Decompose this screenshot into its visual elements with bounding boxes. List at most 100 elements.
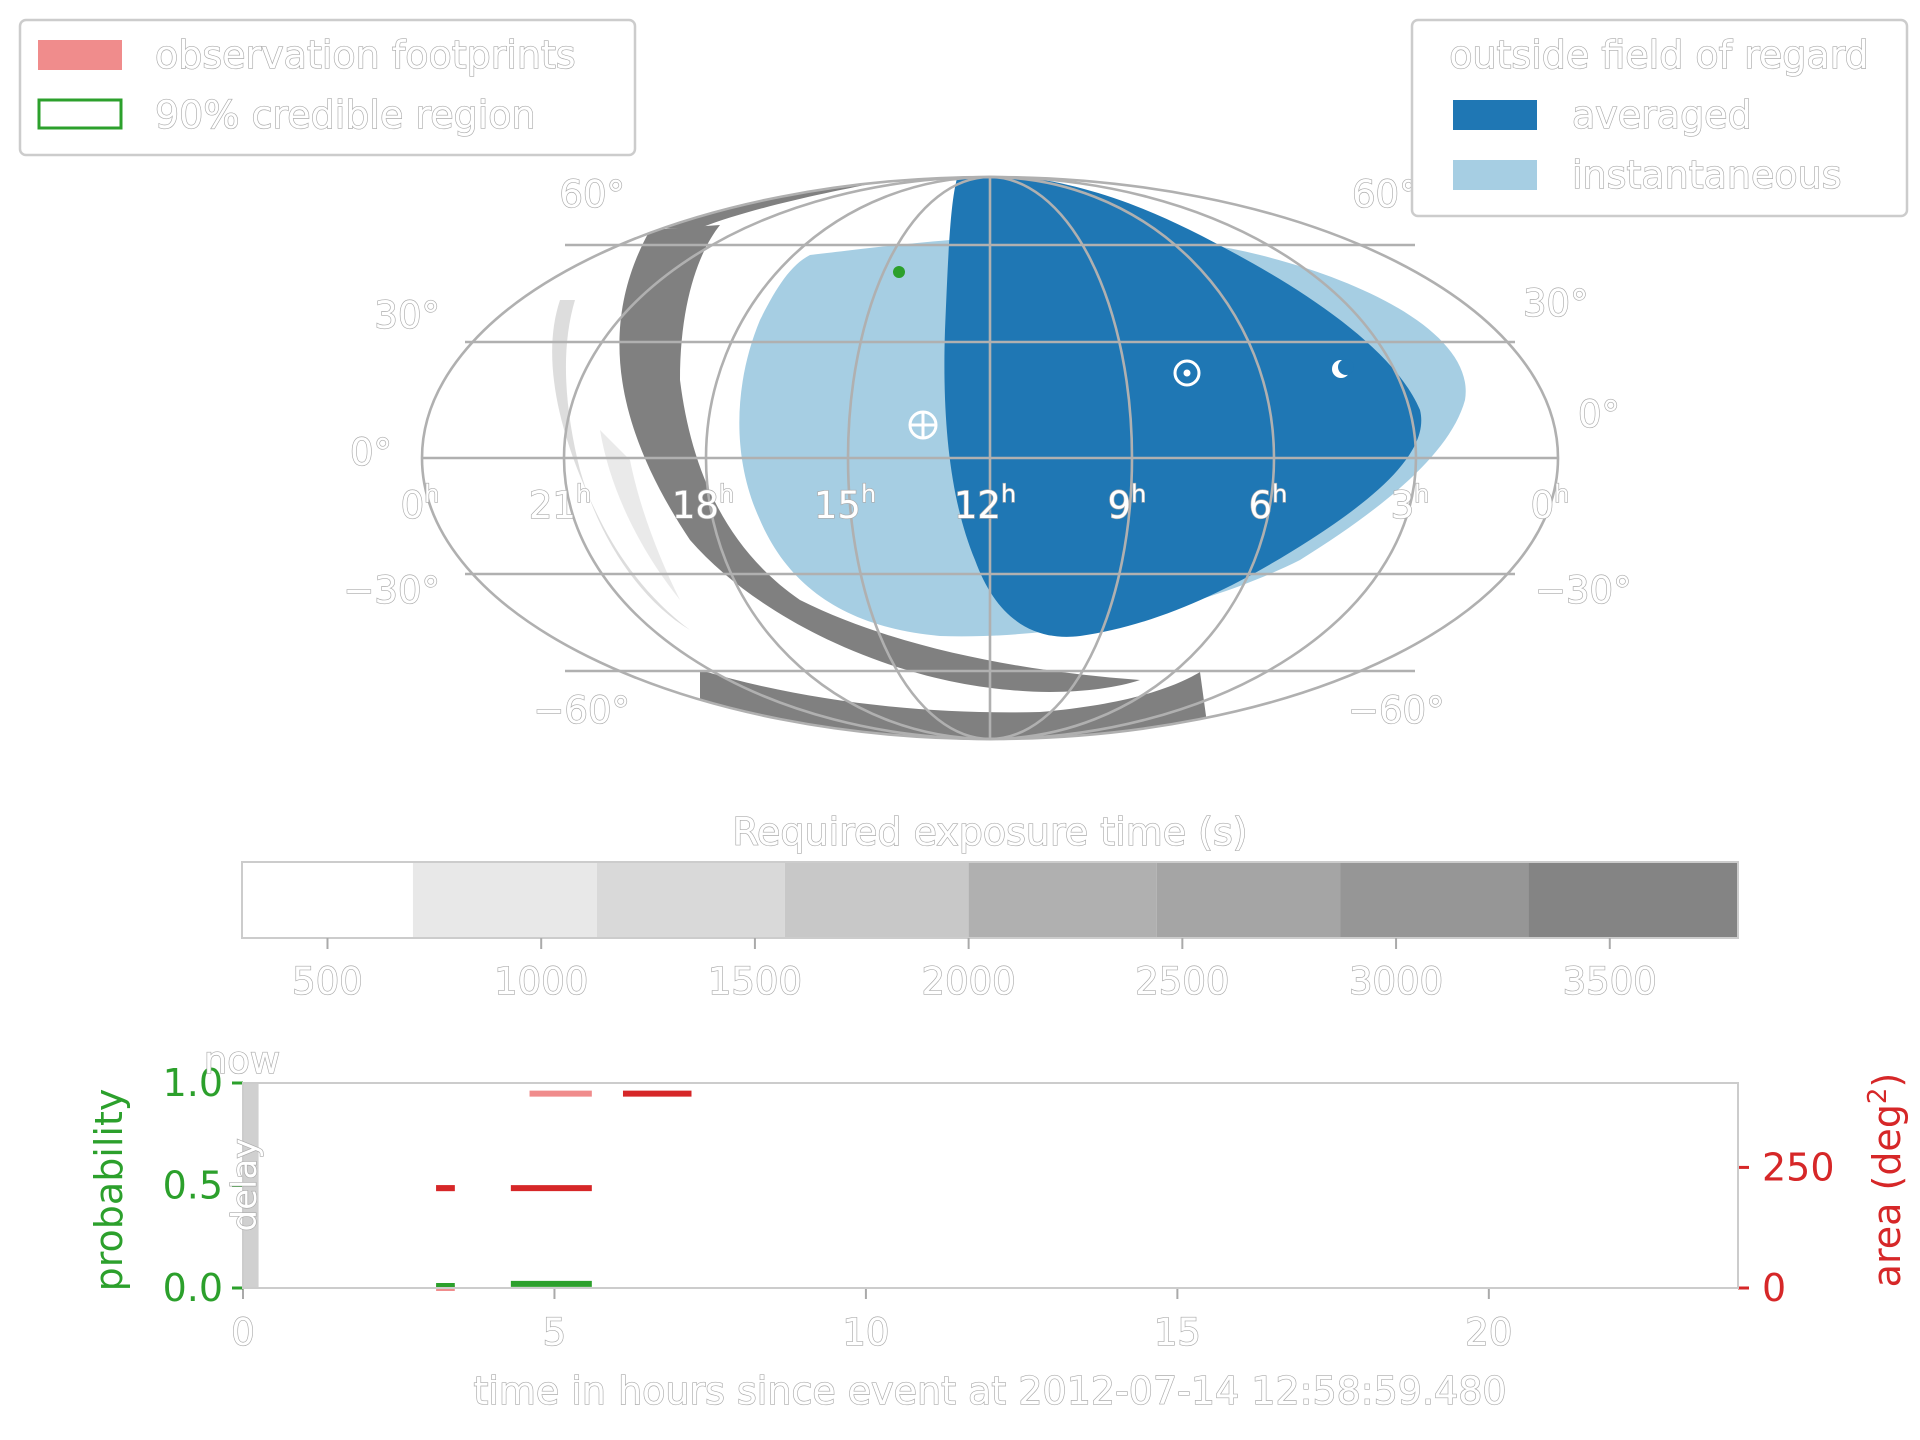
svg-text:21h: 21h: [529, 480, 591, 527]
dec-tick-label: 30°: [1523, 282, 1589, 325]
colorbar-bin: [1528, 862, 1738, 938]
dec-tick-labels: 60° 60° 30° 30° 0° 0° −30° −30° −60° −60…: [343, 172, 1632, 732]
timeline: 0 5 10 15 20 0.0 0.5 1.0 0 250 now delay probabil…: [87, 1038, 1909, 1413]
ra-tick-sup: h: [576, 480, 591, 508]
dec-tick-label: 30°: [374, 294, 440, 337]
delay-label: delay: [225, 1139, 265, 1232]
dec-tick-label: 0°: [350, 431, 392, 474]
svg-text:18h: 18h: [672, 480, 734, 527]
colorbar-tick-label: 2000: [922, 960, 1016, 1003]
area-tick-label: 250: [1762, 1145, 1835, 1189]
dec-tick-label: −60°: [1348, 689, 1445, 732]
ra-tick-sup: h: [1272, 480, 1287, 508]
ra-tick-labels: 0h 21h 18h 15h 12h 9h 6h 3h 0h: [400, 479, 1570, 527]
colorbar-tick-label: 2500: [1135, 960, 1229, 1003]
area-axis-label: area (deg2): [1863, 1073, 1909, 1288]
dec-tick-label: 60°: [559, 173, 625, 216]
exposure-speckle-west-2: [600, 430, 680, 600]
legend-swatch-instantaneous: [1453, 160, 1537, 190]
graticule: [420, 175, 1560, 741]
ra-tick-sup: h: [424, 480, 439, 508]
probability-tick-label: 1.0: [163, 1061, 223, 1105]
ra-tick-label: 6: [1249, 484, 1273, 527]
probability-tick-label: 0.0: [163, 1266, 223, 1310]
legend-right: outside field of regard averaged instant…: [1410, 18, 1909, 218]
exposure-speckle-west: [552, 300, 690, 630]
ra-tick-label: 3: [1391, 484, 1415, 527]
legend-swatch-credible: [37, 98, 123, 130]
colorbar-title: Required exposure time (s): [732, 810, 1247, 854]
area-tick-label: 0: [1762, 1266, 1786, 1310]
svg-text:3h: 3h: [1391, 480, 1430, 527]
ra-tick-sup: h: [719, 480, 734, 508]
colorbar-bin: [412, 862, 597, 938]
colorbar-bin: [242, 862, 413, 938]
svg-text:12h: 12h: [954, 480, 1016, 527]
ra-tick-label: 12: [954, 484, 1001, 527]
ra-tick-label: 21: [529, 484, 576, 527]
area-axis-label-sup: 2: [1863, 1088, 1893, 1105]
dec-tick-label: 60°: [1352, 173, 1418, 216]
colorbar-tick-label: 3000: [1349, 960, 1443, 1003]
x-tick-label: 5: [543, 1311, 567, 1354]
colorbar-tick-label: 3500: [1563, 960, 1657, 1003]
legend-left: observation footprints 90% credible regi…: [18, 18, 637, 157]
ra-tick-sup: h: [861, 480, 876, 508]
colorbar-bin: [1340, 862, 1529, 938]
timeline-frame: [242, 1082, 1739, 1289]
svg-text:9h: 9h: [1108, 480, 1147, 527]
legend-label-averaged: averaged: [1572, 93, 1752, 137]
dec-tick-label: 0°: [1578, 393, 1620, 436]
colorbar-bin: [968, 862, 1157, 938]
legend-swatch-averaged: [1453, 100, 1537, 130]
colorbar-ticks: 500 1000 1500 2000 2500 3000 3500: [292, 938, 1658, 1004]
marker-earth: [908, 410, 938, 440]
ra-tick-label: 0: [401, 484, 425, 527]
exposure-band: [520, 177, 1420, 692]
probability-axis-label: probability: [87, 1089, 131, 1292]
x-tick-label: 0: [231, 1311, 255, 1354]
legend-swatch-footprints: [38, 40, 122, 70]
probability-tick-label: 0.5: [163, 1164, 223, 1208]
marker-sun: [1173, 359, 1201, 387]
colorbar-tick-label: 1000: [494, 960, 588, 1003]
legend-label-instantaneous: instantaneous: [1572, 153, 1842, 197]
delay-band: [243, 1083, 259, 1288]
credible-region-90: [893, 266, 905, 278]
area-axis-label-text: area (deg: [1865, 1104, 1909, 1287]
x-tick-label: 20: [1465, 1311, 1512, 1354]
timeline-x-axis-label: time in hours since event at 2012-07-14 …: [473, 1369, 1506, 1413]
colorbar-tick-label: 1500: [708, 960, 802, 1003]
svg-text:15h: 15h: [814, 480, 876, 527]
colorbar: Required exposure time (s) 500 1000 1500 20…: [241, 809, 1739, 1004]
dec-tick-label: −30°: [1535, 569, 1632, 612]
svg-text:0h: 0h: [1531, 480, 1570, 527]
dec-tick-label: −60°: [533, 689, 630, 732]
legend-left-frame: [18, 18, 637, 157]
now-label: now: [204, 1039, 280, 1082]
x-tick-label: 10: [842, 1311, 889, 1354]
legend-right-title: outside field of regard: [1449, 33, 1869, 77]
ra-tick-label: 0: [1531, 484, 1555, 527]
colorbar-bin: [1156, 862, 1341, 938]
legend-label-footprints: observation footprints: [155, 33, 576, 77]
ra-tick-sup: h: [1001, 480, 1016, 508]
ra-tick-label: 18: [672, 484, 719, 527]
legend-label-credible: 90% credible region: [155, 93, 536, 137]
marker-moon: [1332, 359, 1354, 378]
colorbar-bin: [596, 862, 785, 938]
ra-tick-sup: h: [1414, 480, 1429, 508]
dec-tick-label: −30°: [343, 569, 440, 612]
ra-tick-label: 15: [814, 484, 861, 527]
colorbar-bin: [784, 862, 969, 938]
averaged-region: [944, 177, 1422, 637]
colorbar-bins: [242, 862, 1738, 938]
colorbar-tick-label: 500: [292, 960, 363, 1003]
timeline-content: 0 5 10 15 20 0.0 0.5 1.0 0 250: [163, 1061, 1835, 1355]
ra-tick-sup: h: [1131, 480, 1146, 508]
area-axis-label-end: ): [1865, 1073, 1909, 1088]
sky-map: 0h 21h 18h 15h 12h 9h 6h 3h 0h 60° 60° 3…: [343, 172, 1632, 741]
svg-text:6h: 6h: [1249, 480, 1288, 527]
x-tick-label: 15: [1154, 1311, 1201, 1354]
